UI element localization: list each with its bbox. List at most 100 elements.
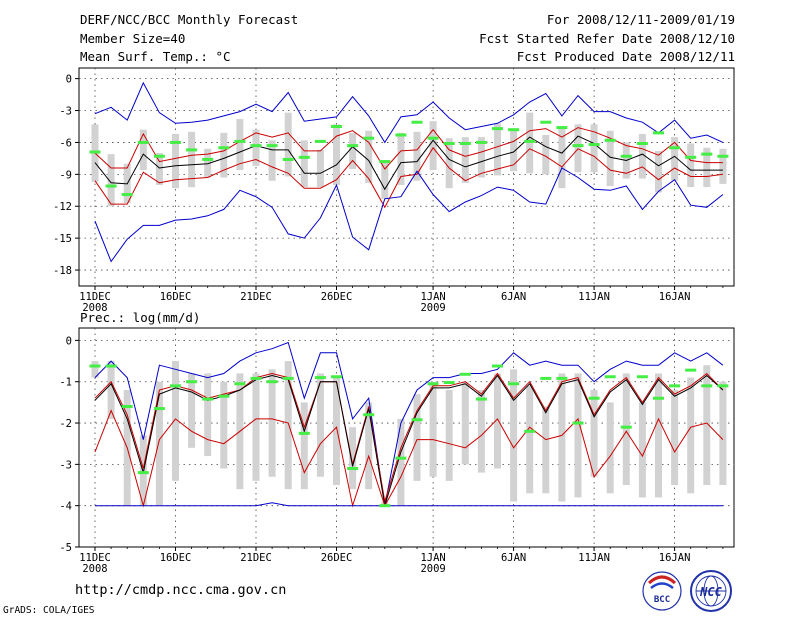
prec-xtick-year-label: 2009 [420, 563, 445, 575]
prec-spread-box [252, 373, 260, 481]
prec-mean-marker [475, 397, 487, 401]
temp-spread-box [220, 132, 228, 178]
prec-mean-marker [572, 421, 584, 425]
temp-spread-box [542, 134, 550, 175]
prec-spread-box [365, 402, 373, 490]
prec-spread-box [477, 389, 485, 473]
prec-mean-marker [170, 384, 181, 388]
prec-mean-marker [620, 425, 632, 429]
temp-spread-box [172, 133, 179, 189]
temp-spread-box [719, 148, 727, 184]
temp-xtick-label: 21DEC [240, 291, 272, 303]
prec-mean-marker [604, 375, 616, 379]
prec-mean-marker [411, 418, 423, 422]
temp-spread-box [188, 131, 196, 188]
temp-series-max [94, 81, 724, 144]
temp-mean-marker [508, 128, 520, 132]
temp-mean-marker [540, 120, 552, 124]
temp-spread-box [236, 119, 244, 171]
temp-xtick-label: 11JAN [578, 291, 610, 303]
prec-plot-frame [78, 327, 735, 548]
prec-spread-box [91, 361, 99, 378]
temp-spread-box [349, 132, 357, 170]
prec-xtick-label: 11JAN [578, 552, 610, 564]
prec-mean-marker [218, 394, 230, 398]
temp-ytick-label: -12 [53, 201, 72, 213]
prec-spread-box [638, 402, 646, 498]
temp-spread-box [558, 127, 566, 189]
prec-spread-box [107, 361, 115, 419]
prec-mean-marker [137, 471, 149, 475]
variable-label-temperature: Mean Surf. Temp.: °C [80, 49, 231, 64]
prec-mean-marker [540, 376, 552, 380]
forecast-produced-date-label: Fcst Produced Date 2008/12/11 [516, 49, 735, 64]
prec-mean-marker [331, 375, 342, 379]
prec-spread-box [606, 402, 614, 494]
temp-xtick-label: 11DEC [79, 291, 111, 303]
temp-spread-box [381, 160, 389, 199]
prec-spread-box [526, 385, 534, 494]
temp-mean-marker [105, 184, 117, 188]
temp-plot-frame [78, 67, 735, 287]
prec-spread-box [590, 389, 598, 477]
temp-spread-box [155, 153, 163, 185]
prec-mean-marker [234, 382, 246, 386]
variable-label-precipitation: Prec.: log(mm/d) [80, 310, 201, 325]
prec-spread-box [172, 361, 179, 481]
prec-spread-box [671, 389, 679, 486]
prec-spread-box [397, 418, 405, 506]
temp-mean-marker [701, 152, 713, 156]
temp-spread-box [284, 112, 292, 177]
temp-xtick-label: 26DEC [321, 291, 353, 303]
prec-spread-box [429, 381, 437, 477]
temp-mean-marker [186, 148, 198, 152]
prec-spread-box [300, 402, 308, 490]
temp-mean-marker [379, 160, 391, 164]
prec-spread-box [558, 373, 566, 502]
prec-mean-marker [89, 364, 101, 368]
prec-xtick-label: 16JAN [659, 552, 691, 564]
prec-xtick-label: 26DEC [321, 552, 353, 564]
temp-mean-marker [153, 154, 165, 158]
prec-mean-marker [717, 384, 729, 388]
temp-mean-marker [604, 138, 616, 142]
prec-mean-marker [701, 384, 713, 388]
temp-spread-box [526, 112, 534, 174]
temp-mean-marker [588, 143, 600, 147]
temp-ytick-label: -9 [59, 169, 72, 181]
temp-xtick-year-label: 2008 [82, 302, 107, 314]
logos: BCC NCC [642, 570, 732, 612]
temp-series-min [94, 167, 724, 263]
prec-ytick-label: -4 [59, 501, 72, 513]
prec-ytick-label: -3 [59, 459, 72, 471]
prec-spread-box [703, 365, 711, 486]
prec-mean-marker [298, 431, 310, 435]
temp-mean-marker [669, 146, 681, 150]
temp-mean-marker [218, 146, 230, 150]
temp-mean-marker [250, 144, 262, 148]
temp-mean-marker [685, 155, 697, 159]
bcc-logo-icon: BCC [642, 571, 682, 611]
ncc-logo-text: NCC [699, 585, 722, 599]
temp-spread-box [461, 137, 469, 183]
prec-mean-marker [427, 382, 439, 386]
temp-spread-box [477, 137, 485, 178]
bcc-logo-text: BCC [654, 595, 670, 605]
temp-mean-marker [137, 140, 149, 144]
prec-spread-box [574, 373, 582, 498]
temp-ytick-label: -6 [59, 137, 72, 149]
temp-spread-box [107, 154, 115, 207]
temp-xtick-label: 1JAN [420, 291, 445, 303]
prec-mean-marker [250, 376, 262, 380]
temp-spread-box [333, 124, 340, 185]
temp-mean-marker [121, 193, 133, 197]
prec-xtick-label: 16DEC [160, 552, 192, 564]
prec-mean-marker [492, 364, 503, 368]
temp-mean-marker [202, 157, 214, 161]
prec-xtick-label: 6JAN [501, 552, 526, 564]
temp-series-upper [94, 127, 723, 170]
prec-mean-marker [105, 364, 117, 368]
source-url[interactable]: http://cmdp.ncc.cma.gov.cn [75, 582, 287, 598]
prec-mean-marker [121, 405, 133, 409]
